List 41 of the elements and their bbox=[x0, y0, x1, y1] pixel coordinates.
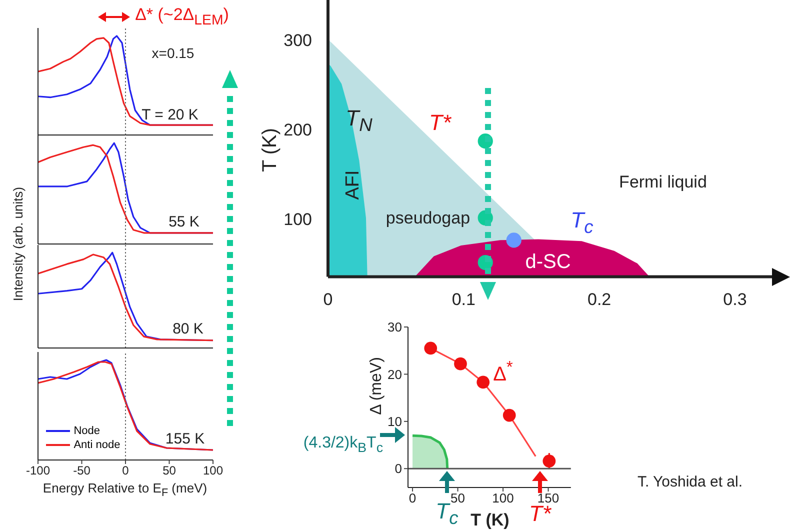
x-tick-label: 50 bbox=[450, 490, 466, 506]
text: (4.3/2)k$_{B}$T$_{c}$ bbox=[303, 434, 383, 455]
annotation: T* bbox=[428, 110, 451, 135]
x-tick-label: 0.1 bbox=[452, 290, 476, 310]
x-tick-label: -100 bbox=[26, 464, 50, 478]
annotation: Fermi liquid bbox=[619, 172, 707, 192]
y-axis-title: Δ (meV) bbox=[368, 357, 385, 415]
chart-title: Δ* (~2Δ$_{LEM}$) bbox=[135, 5, 229, 29]
y-tick-label: 200 bbox=[284, 120, 312, 140]
x-tick-label: 50 bbox=[162, 464, 176, 478]
y-tick-label: 300 bbox=[284, 31, 312, 50]
x-tick-label: 0 bbox=[122, 464, 129, 478]
text: T. Yoshida et al. bbox=[637, 473, 743, 490]
y-axis-title: Intensity (arb. units) bbox=[10, 186, 26, 302]
annotation: x=0.15 bbox=[152, 45, 194, 61]
x-tick-label: 150 bbox=[538, 490, 560, 506]
annotation: T = 20 K bbox=[142, 106, 198, 124]
x-tick-label: -50 bbox=[72, 464, 90, 478]
x-tick-label: 0.2 bbox=[588, 290, 612, 310]
annotation: 80 K bbox=[172, 320, 204, 338]
annotation: 55 K bbox=[168, 214, 200, 230]
x-tick-label: 100 bbox=[492, 490, 514, 506]
x-tick-label: 100 bbox=[202, 464, 224, 478]
annotation: pseudogap bbox=[386, 208, 470, 228]
annotation: T$_{c}$ bbox=[570, 208, 594, 238]
y-tick-label: 20 bbox=[388, 366, 402, 382]
x-tick-label: 0.3 bbox=[723, 290, 748, 310]
legend-label: Node bbox=[74, 425, 100, 437]
y-tick-label: 100 bbox=[284, 210, 312, 229]
y-tick-label: 10 bbox=[388, 414, 402, 429]
x-axis-title: T (K) bbox=[470, 510, 510, 530]
annotation: Δ$^{*}$ bbox=[493, 358, 513, 386]
annotation: AFI bbox=[342, 170, 364, 200]
x-axis-title: Energy Relative to E$_{F}$ (meV) bbox=[42, 480, 208, 499]
x-tick-label: 0 bbox=[324, 290, 334, 310]
annotation: 155 K bbox=[165, 430, 205, 448]
y-tick-label: 30 bbox=[388, 319, 402, 334]
x-tick-label: 0 bbox=[409, 490, 416, 506]
legend-label: Anti node bbox=[74, 439, 120, 451]
annotation: d-SC bbox=[525, 251, 571, 273]
y-axis-title: T (K) bbox=[259, 128, 281, 172]
